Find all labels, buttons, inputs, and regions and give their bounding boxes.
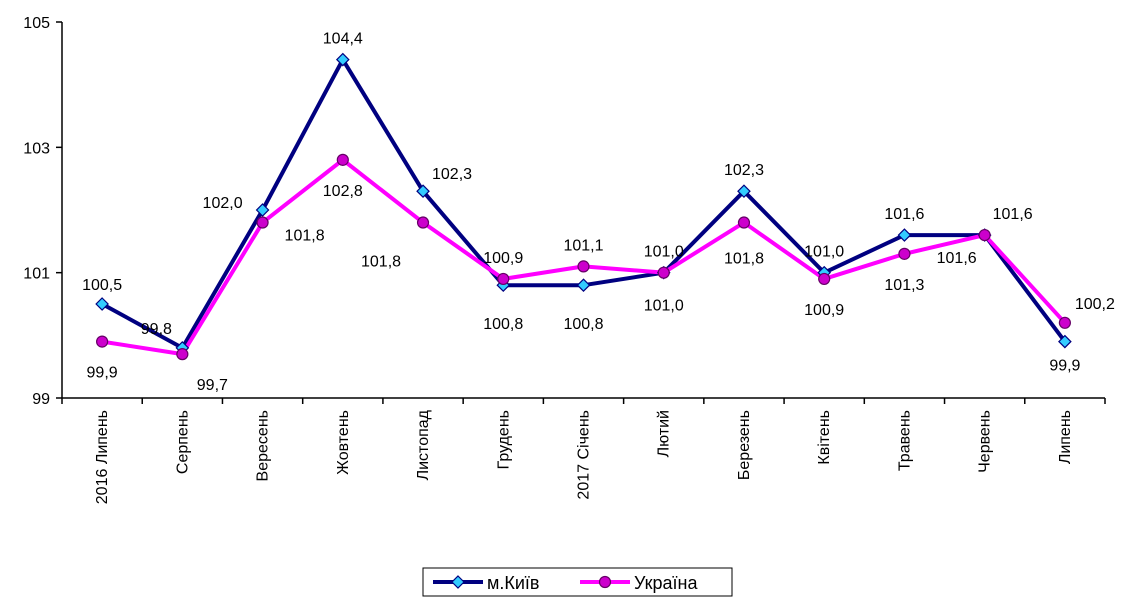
data-label-ukraine: 101,8 [361, 254, 401, 271]
x-tick-label: Серпень [174, 410, 191, 474]
legend-marker-ukraine [598, 575, 612, 589]
marker-kyiv [255, 203, 270, 217]
x-tick-label: Лютий [656, 410, 673, 457]
marker-ukraine [898, 247, 911, 260]
axes: 99 101 103 105 2016 Липень Серпень Вересень Жов… [23, 15, 1106, 504]
x-tick-label: Травень [896, 410, 913, 471]
legend: м.Київ Україна [422, 567, 733, 597]
y-tick-label: 99 [32, 391, 50, 408]
x-tick-label: Липень [1057, 410, 1074, 464]
data-label-ukraine: 99,9 [87, 365, 118, 382]
x-tick-label: Червень [977, 410, 994, 473]
marker-ukraine [96, 335, 109, 348]
data-label-kyiv: 101,0 [644, 244, 684, 261]
marker-kyiv [335, 52, 350, 67]
data-label-ukraine: 101,1 [563, 237, 603, 254]
x-tick-label: Жовтень [335, 410, 352, 475]
marker-ukraine [978, 228, 991, 242]
marker-ukraine [176, 348, 189, 361]
marker-kyiv [95, 297, 109, 311]
data-labels: 100,5 99,8 102,0 104,4 102,3 100,8 100,8 101,0 1… [82, 31, 1115, 395]
marker-kyiv [897, 228, 912, 242]
x-tick-label: Березень [736, 410, 753, 480]
data-label-ukraine: 99,7 [197, 377, 228, 394]
marker-ukraine [497, 272, 510, 286]
data-label-ukraine: 100,9 [483, 250, 523, 267]
marker-kyiv [1058, 334, 1072, 349]
x-tick-label: Грудень [495, 410, 512, 469]
marker-ukraine [256, 216, 269, 229]
x-tick-label: Листопад [415, 409, 432, 480]
y-tick-label: 105 [23, 15, 50, 32]
legend-label-kyiv: м.Київ [487, 573, 539, 593]
data-label-kyiv: 100,5 [82, 277, 122, 294]
series-layer [95, 52, 1072, 361]
data-label-kyiv: 102,3 [432, 166, 472, 183]
marker-ukraine [416, 216, 430, 229]
data-label-kyiv: 100,8 [563, 316, 603, 333]
data-label-kyiv: 101,6 [884, 206, 924, 223]
x-tick-label: 2016 Липень [94, 410, 111, 504]
marker-kyiv [416, 184, 430, 199]
data-label-kyiv: 104,4 [323, 31, 363, 48]
data-label-ukraine: 100,2 [1075, 296, 1115, 313]
y-tick-label: 101 [23, 266, 50, 283]
x-tick-label: Квітень [816, 410, 833, 465]
data-label-ukraine: 101,3 [884, 277, 924, 294]
x-tick-label: 2017 Січень [576, 410, 593, 500]
x-tick-label: Вересень [255, 410, 272, 481]
marker-ukraine [577, 260, 590, 273]
legend-marker-kyiv [451, 575, 465, 589]
data-label-ukraine: 102,8 [323, 183, 363, 200]
data-label-ukraine: 101,6 [937, 250, 977, 267]
marker-ukraine [336, 153, 349, 166]
marker-ukraine [737, 216, 751, 229]
data-label-kyiv: 102,3 [724, 162, 764, 179]
data-label-kyiv: 101,6 [993, 206, 1033, 223]
legend-label-ukraine: Україна [634, 573, 698, 593]
data-label-kyiv: 100,8 [483, 316, 523, 333]
data-label-kyiv: 101,0 [804, 244, 844, 261]
data-label-kyiv: 99,8 [141, 321, 172, 338]
data-label-kyiv: 99,9 [1049, 358, 1080, 375]
marker-kyiv [576, 278, 591, 293]
data-label-kyiv: 102,0 [203, 195, 243, 212]
y-tick-label: 103 [23, 140, 50, 157]
marker-ukraine [818, 272, 831, 286]
marker-ukraine [657, 266, 670, 279]
series-line-kyiv [101, 57, 1067, 350]
data-label-ukraine: 101,8 [285, 228, 325, 245]
marker-ukraine [1058, 316, 1071, 329]
data-label-ukraine: 101,8 [724, 251, 764, 268]
data-label-ukraine: 100,9 [804, 302, 844, 319]
marker-kyiv [737, 184, 751, 199]
data-label-ukraine: 101,0 [644, 298, 684, 315]
